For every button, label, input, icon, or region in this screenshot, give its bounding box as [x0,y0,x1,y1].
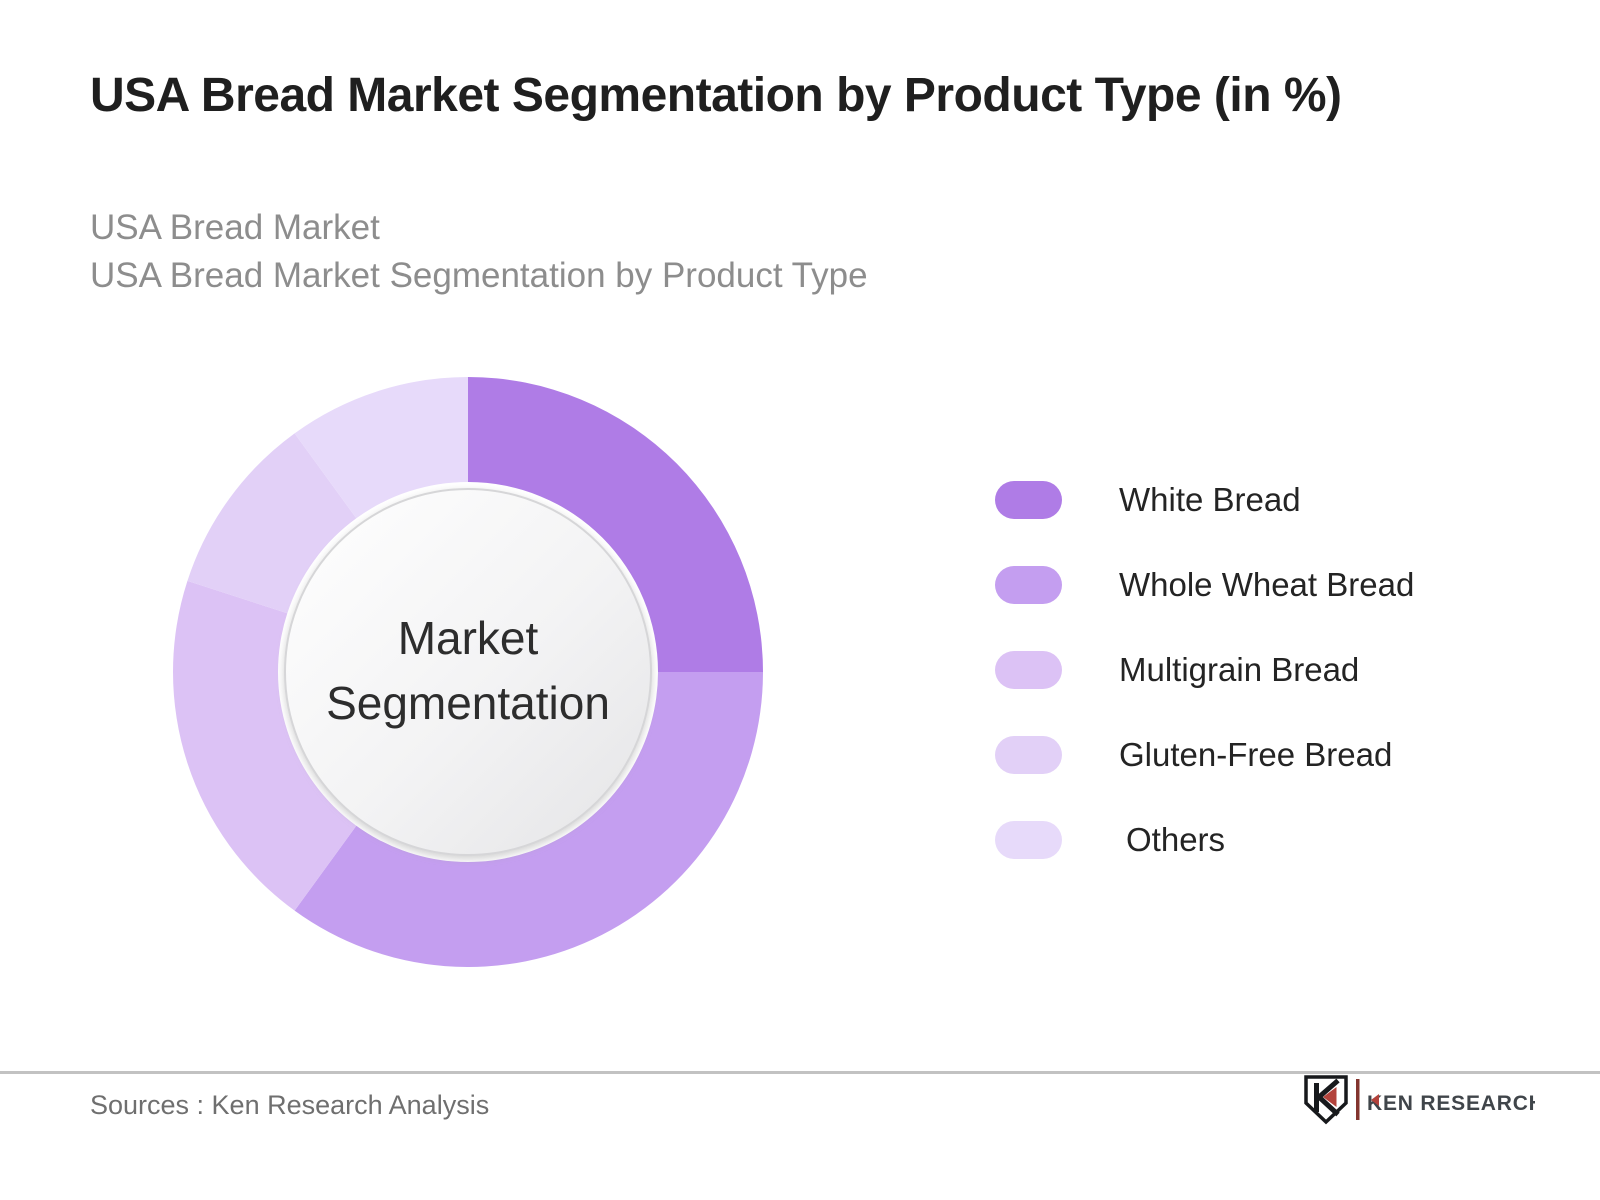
logo-k-accent [1371,1094,1379,1106]
donut-segment-white-bread [468,377,763,672]
donut-segment-multigrain-bread [173,580,357,911]
donut-chart [173,377,763,967]
legend-swatch [995,566,1062,604]
legend: White Bread Whole Wheat Bread Multigrain… [995,481,1414,906]
donut-segment-gluten-free-bread [187,433,357,614]
donut-center-label: Market Segmentation [326,612,610,729]
legend-label: Whole Wheat Bread [1119,566,1415,603]
subtitle-line-2: USA Bread Market Segmentation by Product… [90,256,868,295]
chart-subtitle: USA Bread Market USA Bread Market Segmen… [90,204,868,300]
footer-divider [0,1071,1600,1074]
ken-research-shield-icon [1304,1075,1348,1125]
legend-label: White Bread [1119,481,1301,518]
legend-label: Gluten-Free Bread [1119,736,1393,773]
legend-item-gluten-free-bread: Gluten-Free Bread [995,736,1414,774]
subtitle-line-1: USA Bread Market [90,208,380,247]
legend-item-others: Others [995,821,1414,859]
legend-swatch [995,736,1062,774]
legend-item-whole-wheat-bread: Whole Wheat Bread [995,566,1414,604]
legend-label: Multigrain Bread [1119,651,1360,688]
sources-text: Sources : Ken Research Analysis [90,1090,490,1120]
donut-segment-others [294,377,468,519]
page-title: USA Bread Market Segmentation by Product… [90,69,1342,122]
legend-swatch [995,821,1062,859]
donut-segment-whole-wheat-bread [294,672,763,967]
logo-divider [1356,1079,1360,1120]
donut-center-circle [284,488,652,856]
logo-text: KEN RESEARCH [1367,1092,1535,1115]
legend-swatch [995,651,1062,689]
donut-segments [173,377,763,967]
ken-research-logo: KEN RESEARCH [1303,1074,1544,1131]
legend-item-multigrain-bread: Multigrain Bread [995,651,1414,689]
legend-swatch [995,481,1062,519]
legend-label: Others [1126,821,1226,858]
legend-item-white-bread: White Bread [995,481,1414,519]
